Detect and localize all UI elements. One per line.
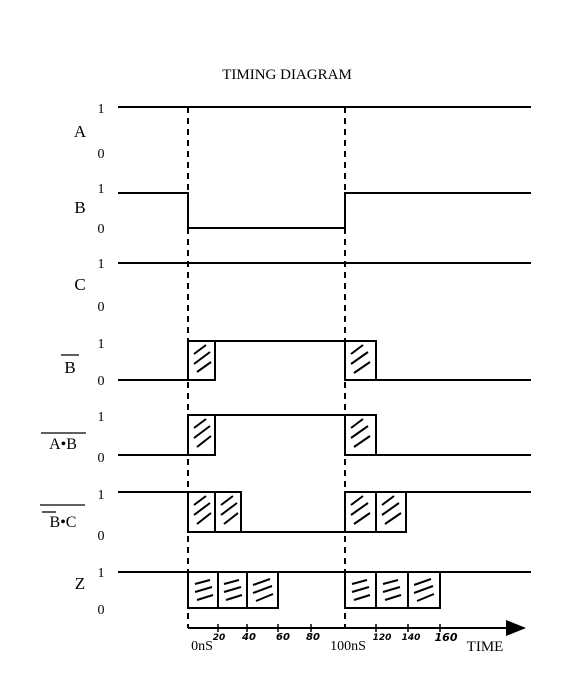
level-low-a: 0	[98, 147, 105, 162]
level-low-b: 0	[98, 222, 105, 237]
level-low-c: 0	[98, 300, 105, 315]
axis-tick-marks	[217, 624, 441, 632]
signal-label-not-a-b: A•B	[49, 436, 77, 453]
hazard-box-not-b-2	[344, 340, 377, 381]
signal-label-not-not-b-c: B•C	[50, 514, 77, 531]
level-high-not-not-b-c: 1	[98, 488, 105, 503]
level-high-z: 1	[98, 566, 105, 581]
waveform-not-a-b	[118, 414, 531, 456]
time-mark-100ns: 100nS	[330, 639, 366, 654]
level-low-not-a-b: 0	[98, 451, 105, 466]
waveform-b	[118, 192, 531, 229]
level-low-z: 0	[98, 603, 105, 618]
tick-label-120: 120	[373, 633, 392, 643]
tick-label-160: 160	[435, 631, 458, 644]
tick-label-60: 60	[276, 632, 290, 643]
signal-label-z: Z	[75, 574, 85, 593]
hazard-box-not-a-b-2	[344, 414, 377, 456]
level-high-c: 1	[98, 257, 105, 272]
signal-label-a: A	[74, 122, 87, 141]
level-low-not-not-b-c: 0	[98, 529, 105, 544]
waveform-not-b	[118, 340, 531, 381]
time-axis-label: TIME	[467, 639, 504, 655]
tick-label-140: 140	[402, 633, 421, 643]
time-mark-0ns: 0nS	[191, 639, 213, 654]
tick-label-20: 20	[213, 633, 226, 643]
tick-label-40: 40	[241, 632, 256, 643]
level-high-b: 1	[98, 182, 105, 197]
hazard-box-not-not-b-c-2	[344, 491, 407, 533]
hazard-box-not-a-b-1	[187, 414, 216, 456]
signal-label-b: B	[74, 198, 85, 217]
tick-label-80: 80	[306, 632, 320, 643]
waveform-not-not-b-c	[118, 491, 531, 533]
level-high-not-a-b: 1	[98, 410, 105, 425]
hazard-box-not-not-b-c-1	[187, 491, 242, 533]
level-high-a: 1	[98, 102, 105, 117]
hazard-box-not-b-1	[187, 340, 216, 381]
diagram-title: TIMING DIAGRAM	[222, 67, 352, 83]
hazard-box-z-1	[187, 571, 279, 609]
signal-label-c: C	[74, 275, 85, 294]
level-high-not-b: 1	[98, 337, 105, 352]
hazard-box-z-2	[344, 571, 441, 609]
level-low-not-b: 0	[98, 374, 105, 389]
signal-label-not-b: B	[64, 358, 75, 377]
